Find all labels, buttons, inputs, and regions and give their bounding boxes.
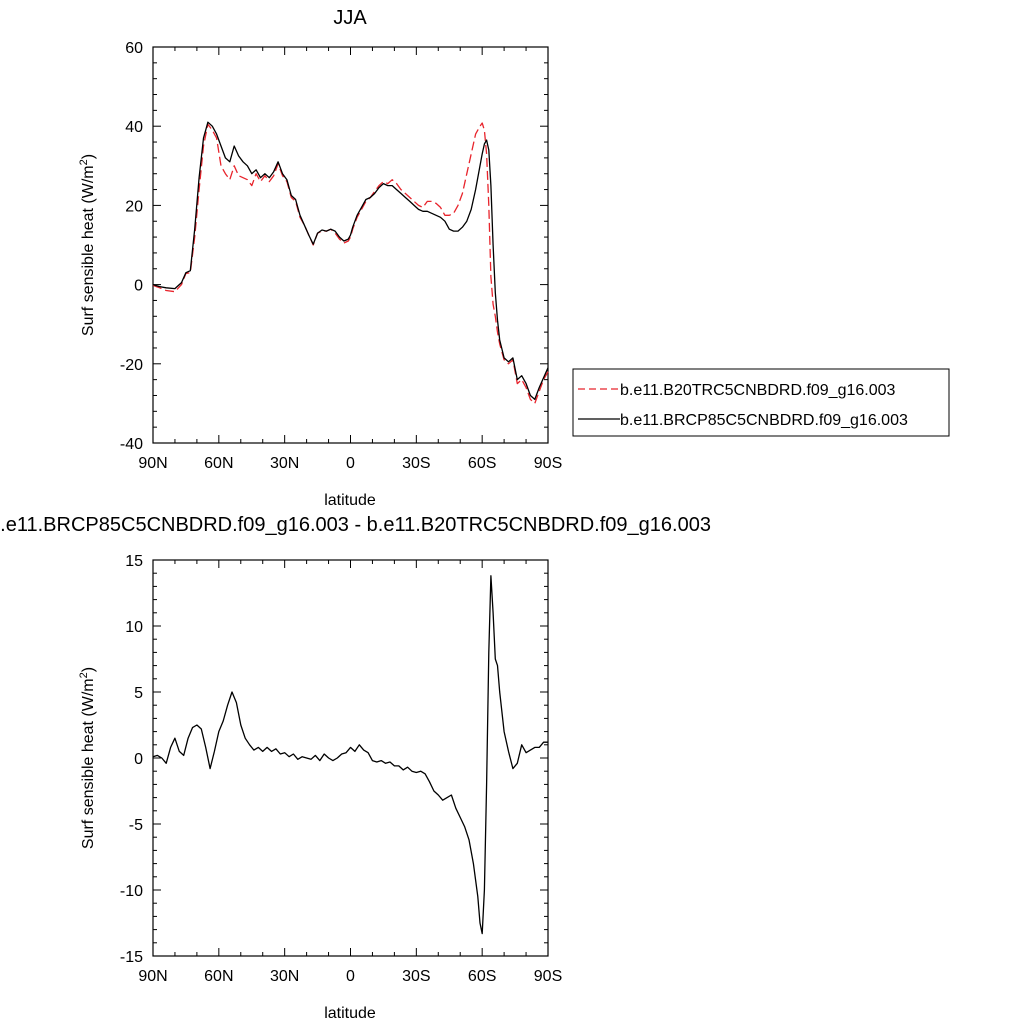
x-tick-label: 30N	[270, 968, 299, 985]
panel-2-y-axis-label: Surf sensible heat (W/m2)	[78, 667, 97, 849]
x-tick-label: 90N	[138, 968, 167, 985]
panel-2-series-lines	[152, 575, 548, 935]
x-tick-label: 90S	[534, 455, 562, 472]
panel-2-y-tick-labels: -15 -10 -5 0 5 10 15	[120, 553, 143, 966]
y-tick-label: -15	[120, 949, 143, 966]
x-tick-label: 30S	[402, 968, 430, 985]
y-tick-label: -10	[120, 883, 143, 900]
x-tick-label: 30N	[270, 455, 299, 472]
panel-1-y-tick-labels: -40 -20 0 20 40 60	[120, 40, 143, 453]
y-tick-label: 0	[134, 751, 143, 768]
panel-1-plot-frame	[152, 46, 549, 444]
legend-label-series-1: b.e11.B20TRC5CNBDRD.f09_g16.003	[620, 382, 896, 399]
y-tick-label: 40	[125, 119, 143, 136]
x-tick-label: 0	[346, 968, 355, 985]
y-tick-label: -40	[120, 436, 143, 453]
x-tick-label: 90S	[534, 968, 562, 985]
panel-1-x-tick-labels: 90N 60N 30N 0 30S 60S 90S	[138, 455, 562, 472]
panel-2-x-axis-label: latitude	[324, 1005, 376, 1022]
series-line-2	[152, 121, 549, 401]
x-tick-label: 60S	[468, 455, 496, 472]
panel-1-title: JJA	[333, 7, 367, 29]
panel-2-x-tick-labels: 90N 60N 30N 0 30S 60S 90S	[138, 968, 562, 985]
y-tick-label: 10	[125, 619, 143, 636]
panel-1-legend: b.e11.B20TRC5CNBDRD.f09_g16.003 b.e11.BR…	[572, 368, 950, 437]
y-tick-label: 15	[125, 553, 143, 570]
y-tick-label: 20	[125, 198, 143, 215]
x-tick-label: 60S	[468, 968, 496, 985]
y-tick-label: 60	[125, 40, 143, 57]
y-tick-label: -20	[120, 357, 143, 374]
x-tick-label: 30S	[402, 455, 430, 472]
panel-2: b.e11.BRCP85C5CNBDRD.f09_g16.003 - b.e11…	[0, 514, 711, 1022]
x-tick-label: 90N	[138, 455, 167, 472]
panel-1-y-axis-label: Surf sensible heat (W/m2)	[78, 154, 97, 336]
legend-label-series-2: b.e11.BRCP85C5CNBDRD.f09_g16.003	[620, 412, 908, 429]
x-tick-label: 60N	[204, 455, 233, 472]
legend-box	[572, 368, 950, 437]
y-tick-label: 5	[134, 685, 143, 702]
series-line-1	[152, 575, 548, 935]
panel-1-ticks	[152, 46, 549, 444]
x-tick-label: 60N	[204, 968, 233, 985]
panel-1: JJA -40 -20 0 20 40 60 90N 60N 30N 0 30S 60S 90S la…	[78, 7, 950, 509]
x-tick-label: 0	[346, 455, 355, 472]
panel-2-title: b.e11.BRCP85C5CNBDRD.f09_g16.003 - b.e11…	[0, 514, 711, 536]
y-tick-label: -5	[129, 817, 143, 834]
series-line-1	[152, 122, 549, 405]
y-tick-label: 0	[134, 278, 143, 295]
panel-2-ticks	[152, 559, 549, 957]
panel-1-x-axis-label: latitude	[324, 492, 376, 509]
panel-1-series-lines	[152, 121, 549, 405]
